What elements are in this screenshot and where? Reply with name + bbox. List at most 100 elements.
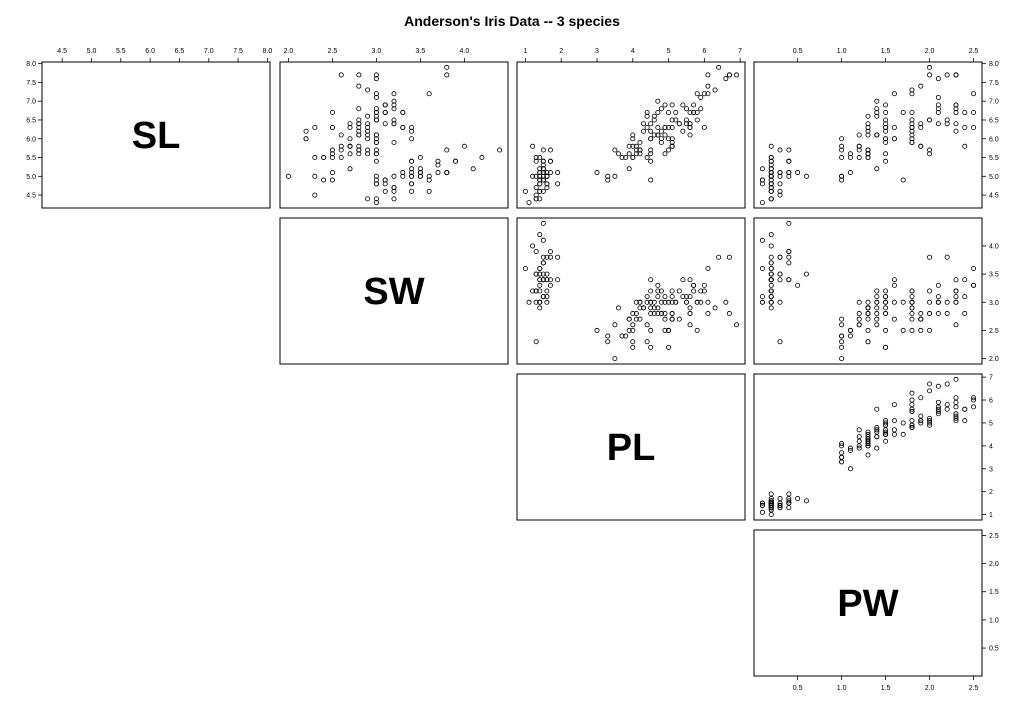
data-point (537, 177, 543, 183)
data-point (356, 128, 362, 134)
data-point (544, 254, 550, 260)
data-point (648, 327, 654, 333)
data-point (701, 91, 707, 97)
data-point (962, 406, 968, 412)
data-point (637, 316, 643, 322)
data-point (874, 434, 880, 440)
data-point (935, 294, 941, 300)
data-point (759, 294, 765, 300)
data-point (417, 166, 423, 172)
data-point (909, 425, 915, 431)
data-point (540, 188, 546, 194)
data-point (694, 91, 700, 97)
data-point (768, 170, 774, 176)
data-point (648, 151, 654, 157)
data-point (953, 411, 959, 417)
data-point (918, 316, 924, 322)
x-tick-label: 8.0 (263, 48, 273, 55)
data-point (701, 288, 707, 294)
y-tick-label: 8.0 (26, 61, 36, 68)
y-axis-right-SL: 4.5 5.0 5.5 6.0 6.5 7.0 7.5 8.0 (982, 61, 999, 200)
data-point (391, 106, 397, 112)
y-tick-label: 5.0 (989, 174, 999, 181)
data-point (400, 109, 406, 115)
data-point (666, 136, 672, 142)
data-point (909, 132, 915, 138)
data-point (329, 109, 335, 115)
y-tick-label: 5.5 (989, 155, 999, 162)
x-tick-label: 2.5 (969, 685, 979, 692)
x-tick-label: 3.0 (372, 48, 382, 55)
data-point (669, 316, 675, 322)
panel-PL-PL: PL (516, 373, 746, 521)
data-point (633, 311, 639, 317)
y-tick-label: 3.5 (989, 272, 999, 279)
data-point (883, 311, 889, 317)
data-point (666, 327, 672, 333)
panel-SW-PW (753, 217, 983, 365)
data-point (935, 399, 941, 405)
data-point (953, 121, 959, 127)
data-point (786, 254, 792, 260)
data-point (759, 200, 765, 206)
data-point (918, 121, 924, 127)
data-point (547, 147, 553, 153)
data-point (935, 121, 941, 127)
data-point (444, 147, 450, 153)
x-tick-label: 6 (702, 48, 706, 55)
data-point (655, 132, 661, 138)
data-point (356, 106, 362, 112)
data-point (673, 299, 679, 305)
data-point (768, 166, 774, 172)
data-point (909, 390, 915, 396)
data-point (768, 271, 774, 277)
x-tick-label: 4.5 (57, 48, 67, 55)
x-tick-label: 1 (523, 48, 527, 55)
data-point (918, 83, 924, 89)
data-point (669, 143, 675, 149)
data-point (891, 316, 897, 322)
data-point (373, 72, 379, 78)
data-point (365, 147, 371, 153)
y-tick-label: 6 (989, 398, 993, 405)
data-point (312, 192, 318, 198)
data-point (909, 288, 915, 294)
data-point (883, 429, 889, 435)
data-point (909, 117, 915, 123)
x-tick-label: 5 (667, 48, 671, 55)
data-point (537, 173, 543, 179)
y-tick-label: 1.0 (989, 617, 999, 624)
data-point (537, 155, 543, 161)
x-tick-label: 0.5 (793, 48, 803, 55)
data-point (530, 288, 536, 294)
data-point (734, 322, 740, 328)
data-point (712, 87, 718, 93)
data-point (619, 333, 625, 339)
data-point (856, 143, 862, 149)
data-point (530, 173, 536, 179)
data-point (651, 299, 657, 305)
data-point (839, 339, 845, 345)
x-tick-label: 0.5 (793, 685, 803, 692)
data-point (547, 170, 553, 176)
data-point (927, 381, 933, 387)
data-point (909, 418, 915, 424)
y-tick-label: 4 (989, 443, 993, 450)
panel-frame (753, 217, 983, 365)
data-point (768, 254, 774, 260)
data-point (673, 117, 679, 123)
panel-PW-PW: PW (753, 529, 983, 677)
data-point (723, 299, 729, 305)
data-point (909, 397, 915, 403)
data-point (918, 413, 924, 419)
data-point (409, 173, 415, 179)
data-point (662, 294, 668, 300)
data-point (927, 151, 933, 157)
data-point (883, 294, 889, 300)
data-point (847, 466, 853, 472)
data-point (874, 406, 880, 412)
panel-frame (516, 61, 746, 209)
data-point (865, 147, 871, 153)
data-point (691, 282, 697, 288)
data-point (971, 395, 977, 401)
